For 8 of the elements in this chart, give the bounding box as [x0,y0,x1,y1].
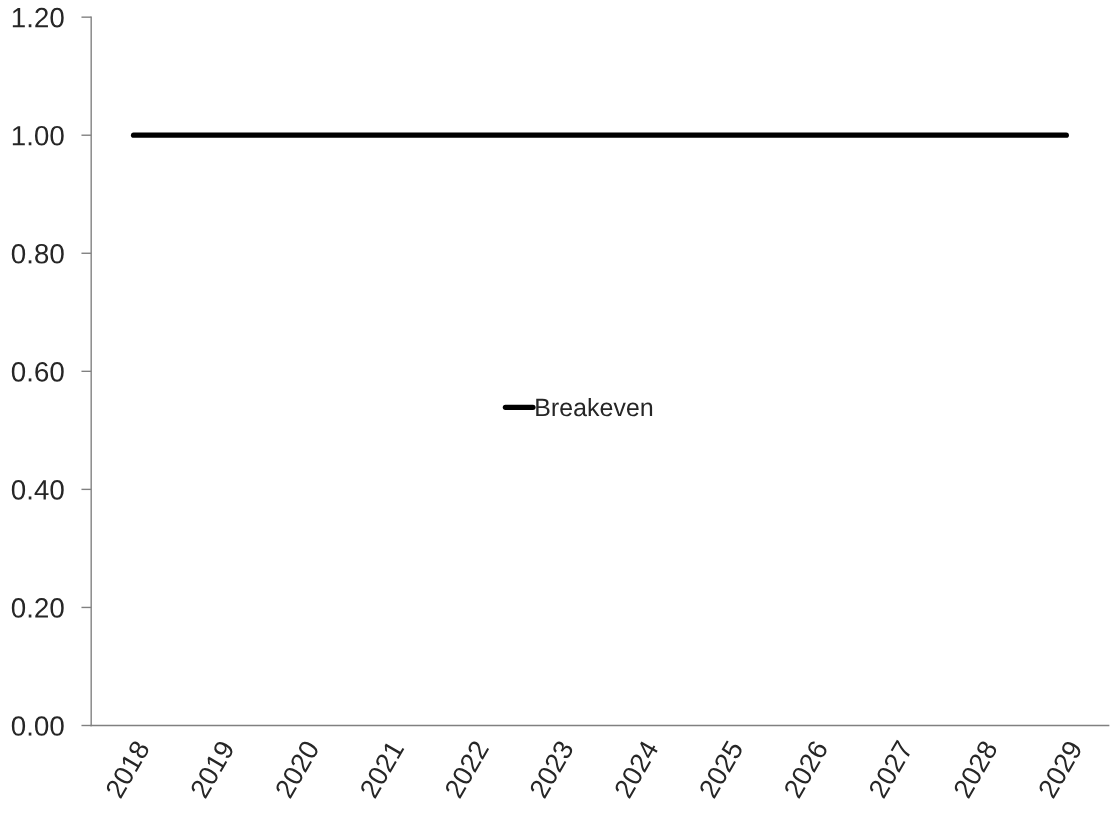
legend-label: Breakeven [536,397,653,417]
y-tick-label: 1.00 [12,125,64,146]
y-tick-label: 0.40 [11,480,64,500]
y-tick-label: 0.20 [11,598,64,618]
y-tick-label: 0.60 [11,361,64,382]
y-tick-label: 1.20 [12,7,64,28]
y-tick-label: 0.80 [11,243,64,264]
y-tick-label: 0.00 [11,716,64,736]
